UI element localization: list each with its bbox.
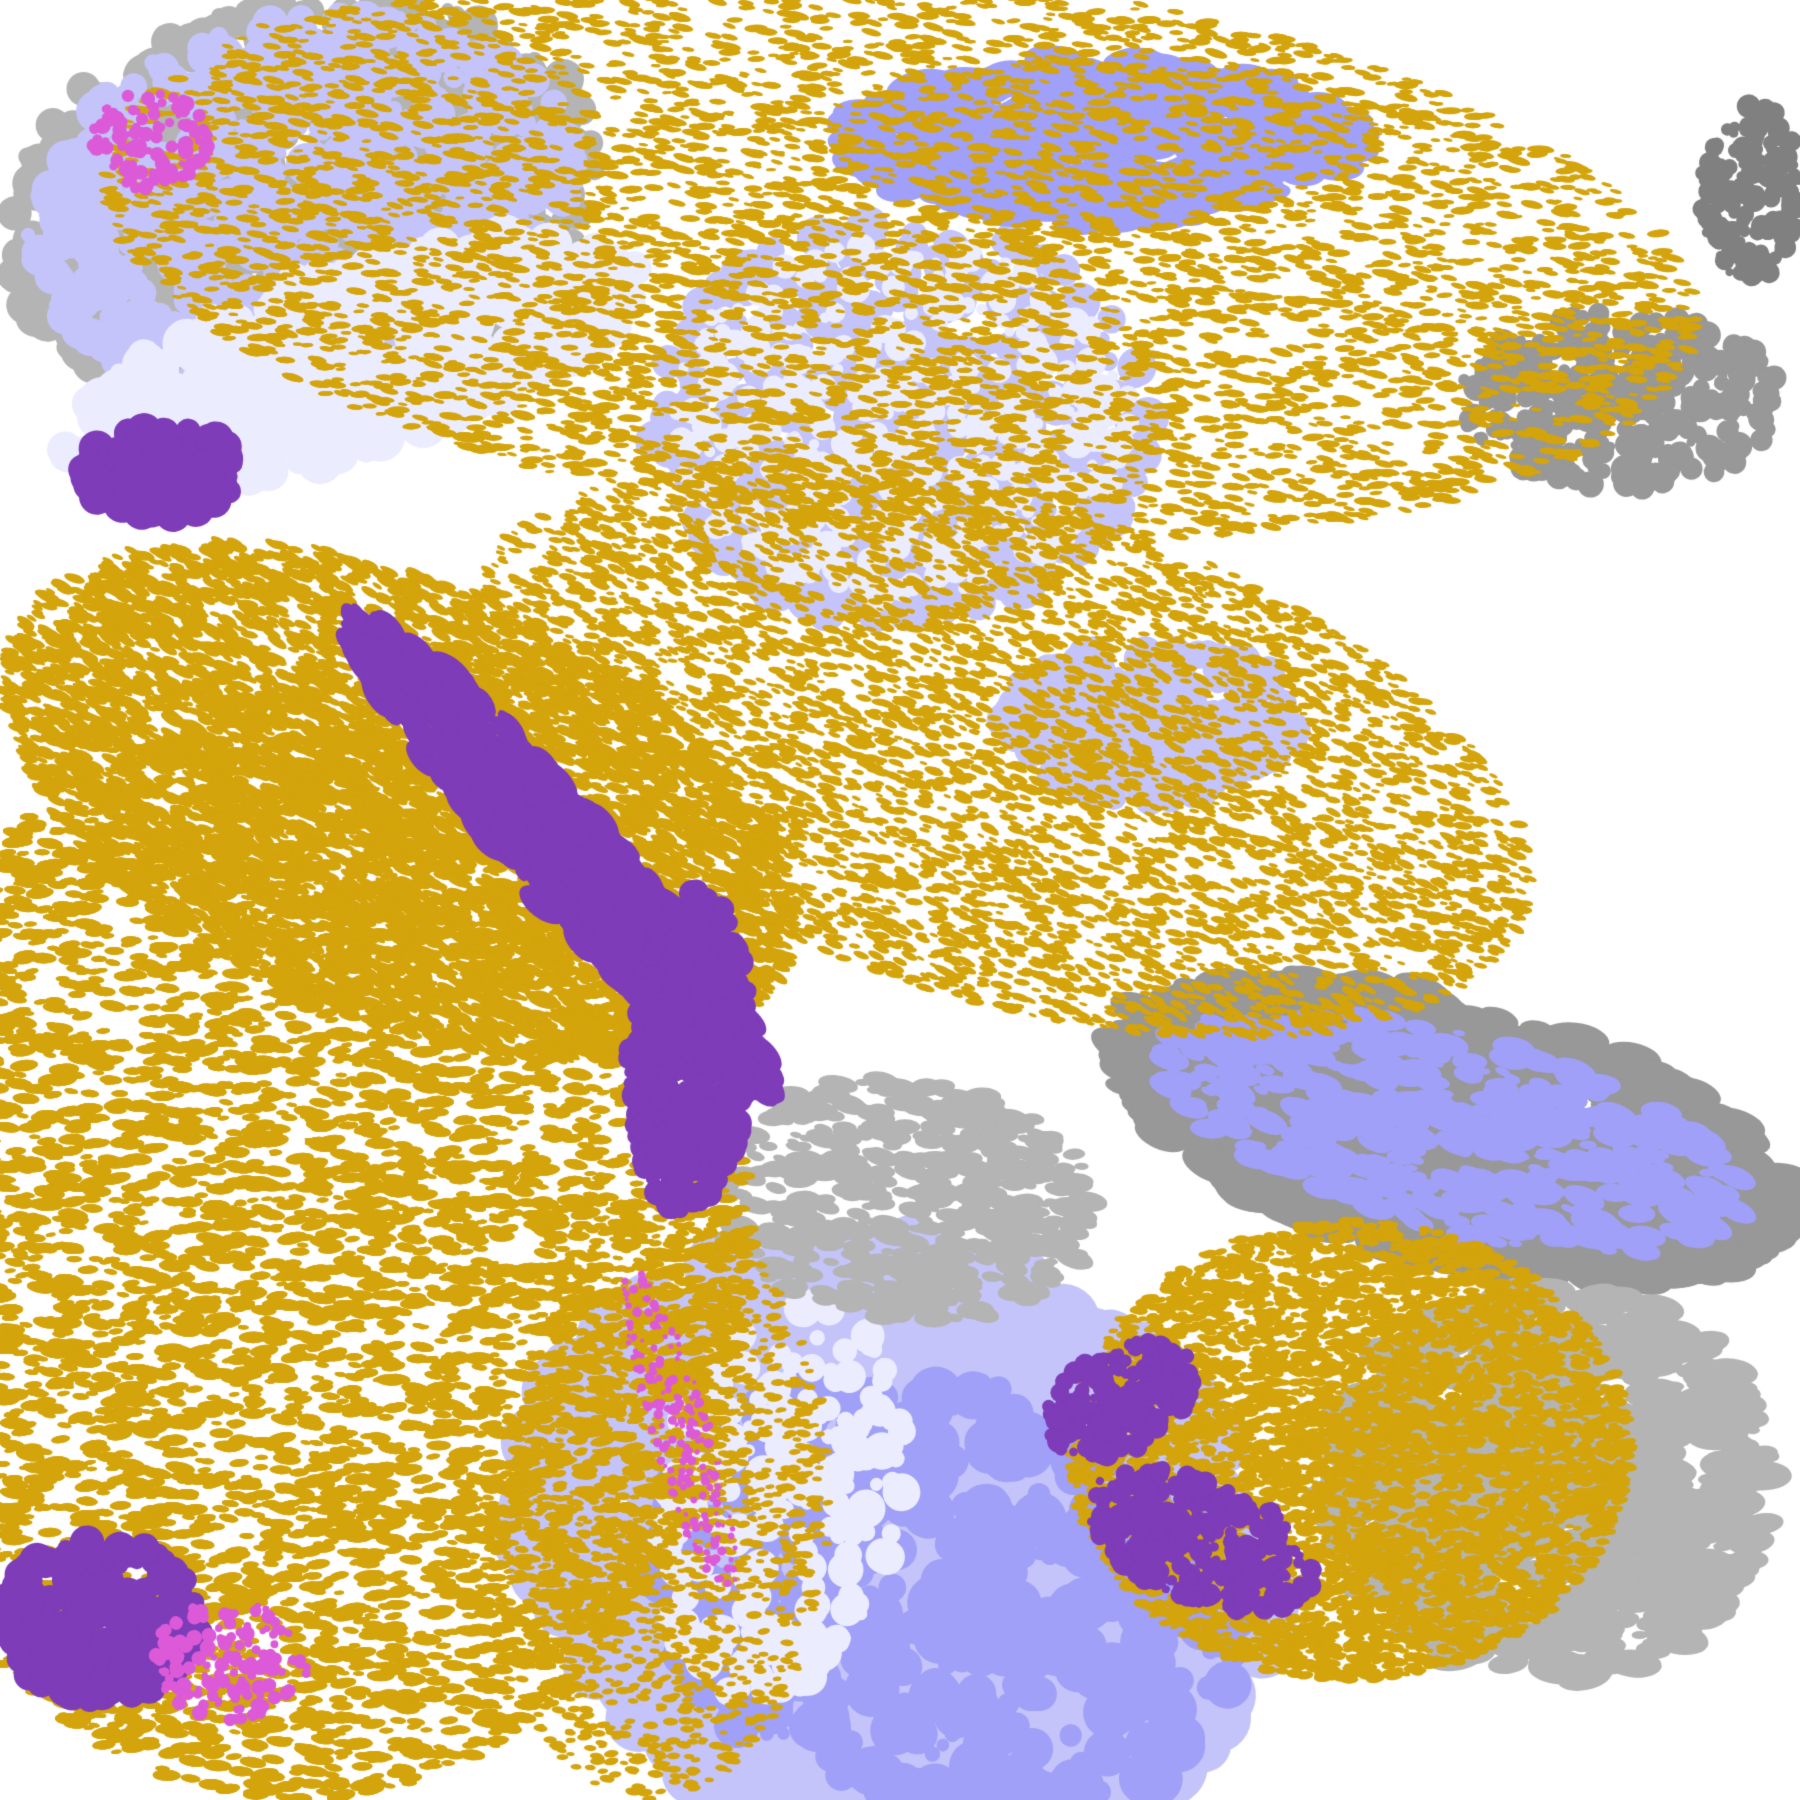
satellite-classification-map [0, 0, 1800, 1800]
